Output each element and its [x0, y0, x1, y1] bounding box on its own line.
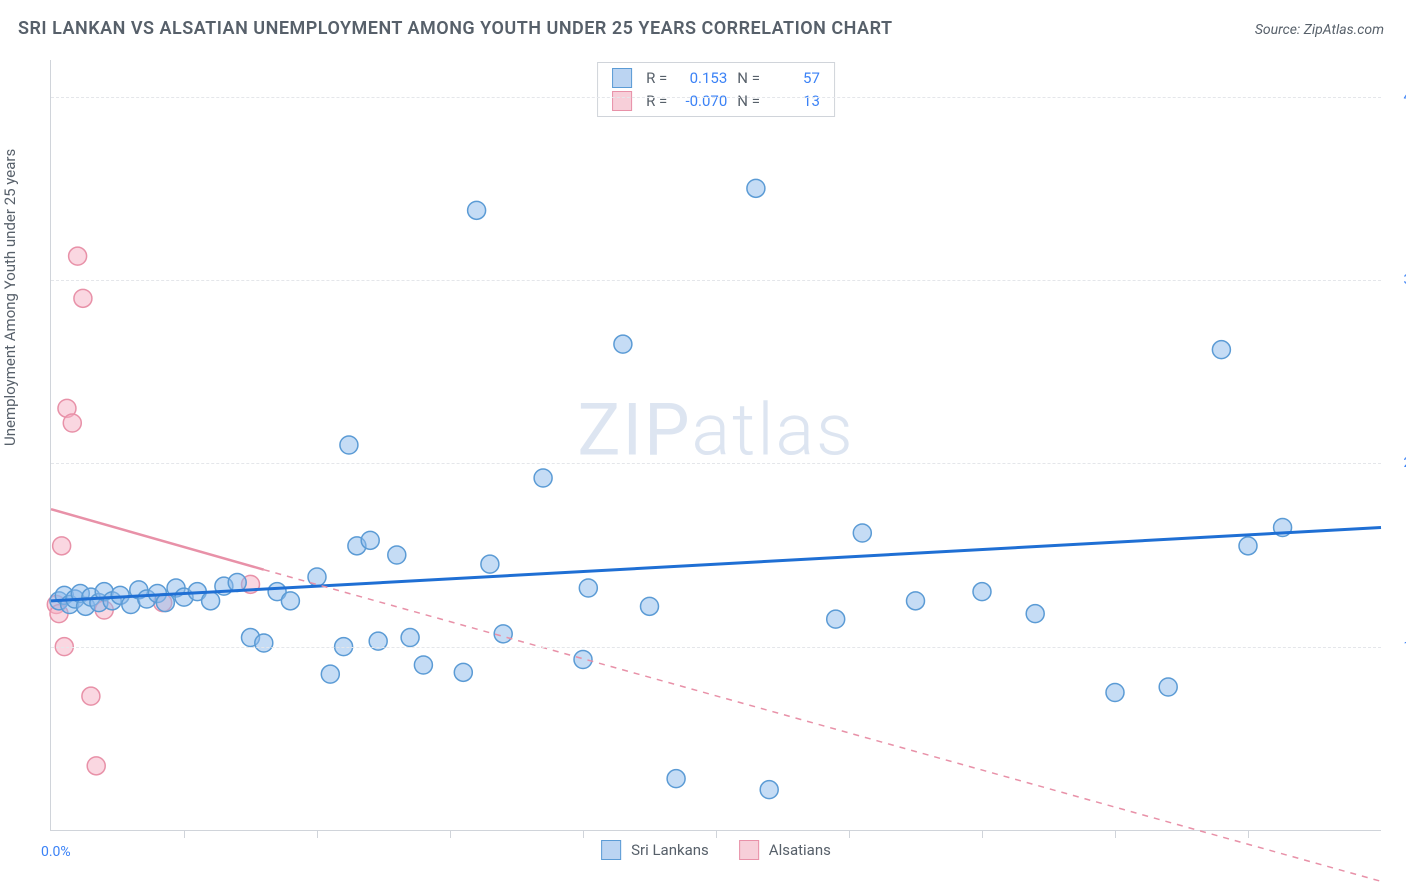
data-point: [579, 579, 597, 597]
chart-title: SRI LANKAN VS ALSATIAN UNEMPLOYMENT AMON…: [18, 18, 893, 39]
data-point: [82, 687, 100, 705]
data-point: [481, 555, 499, 573]
xtick: [982, 830, 983, 838]
swatch-icon: [601, 840, 621, 860]
data-point: [87, 757, 105, 775]
xtick: [1115, 830, 1116, 838]
gridline: [51, 280, 1381, 281]
plot-area: ZIPatlas R = 0.153 N = 57 R = -0.070 N =…: [50, 60, 1381, 831]
data-point: [321, 665, 339, 683]
data-point: [973, 583, 991, 601]
xtick: [1248, 830, 1249, 838]
legend-label-series2: Alsatians: [769, 841, 831, 859]
data-point: [760, 781, 778, 799]
data-point: [614, 335, 632, 353]
data-point: [1026, 605, 1044, 623]
data-point: [494, 625, 512, 643]
data-point: [388, 546, 406, 564]
xtick: [317, 830, 318, 838]
xtick-min: 0.0%: [41, 844, 71, 860]
data-point: [74, 289, 92, 307]
data-point: [414, 656, 432, 674]
data-point: [255, 634, 273, 652]
data-point: [907, 592, 925, 610]
data-point: [747, 179, 765, 197]
bottom-legend: Sri Lankans Alsatians: [601, 840, 831, 860]
trend-line: [51, 509, 264, 569]
data-point: [468, 201, 486, 219]
data-point: [53, 537, 71, 555]
data-point: [853, 524, 871, 542]
source-attribution: Source: ZipAtlas.com: [1255, 22, 1384, 38]
gridline: [51, 647, 1381, 648]
data-point: [641, 597, 659, 615]
data-point: [401, 629, 419, 647]
data-point: [827, 610, 845, 628]
data-point: [454, 663, 472, 681]
gridline: [51, 463, 1381, 464]
xtick: [849, 830, 850, 838]
data-point: [1159, 678, 1177, 696]
data-point: [340, 436, 358, 454]
ytick-label: 40.0%: [1386, 89, 1406, 105]
scatter-svg: [51, 60, 1381, 830]
data-point: [69, 247, 87, 265]
legend-label-series1: Sri Lankans: [631, 841, 709, 859]
legend-item-series2: Alsatians: [739, 840, 831, 860]
data-point: [1239, 537, 1257, 555]
data-point: [1106, 684, 1124, 702]
ytick-label: 10.0%: [1386, 639, 1406, 655]
trend-line: [264, 570, 1381, 882]
xtick: [184, 830, 185, 838]
xtick: [583, 830, 584, 838]
ytick-label: 30.0%: [1386, 272, 1406, 288]
data-point: [361, 531, 379, 549]
xtick: [716, 830, 717, 838]
y-axis-label: Unemployment Among Youth under 25 years: [1, 149, 19, 446]
legend-item-series1: Sri Lankans: [601, 840, 709, 860]
data-point: [534, 469, 552, 487]
swatch-icon: [739, 840, 759, 860]
data-point: [281, 592, 299, 610]
gridline: [51, 97, 1381, 98]
data-point: [574, 651, 592, 669]
data-point: [63, 414, 81, 432]
ytick-label: 20.0%: [1386, 455, 1406, 471]
data-point: [667, 770, 685, 788]
data-point: [202, 592, 220, 610]
trend-line: [51, 528, 1381, 601]
data-point: [1212, 341, 1230, 359]
xtick: [450, 830, 451, 838]
